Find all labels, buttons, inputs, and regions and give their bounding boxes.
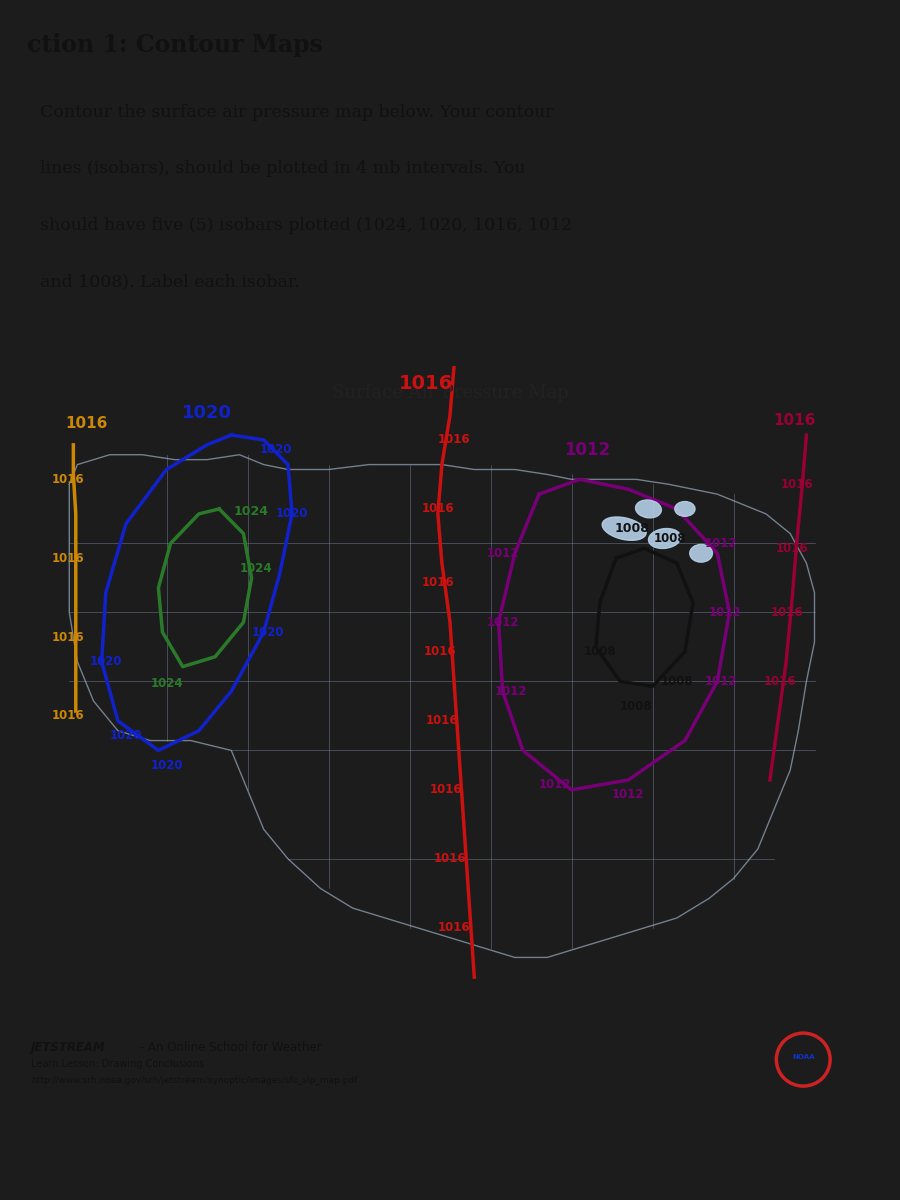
Text: 1008: 1008 [615,522,650,535]
Text: 1012: 1012 [564,440,611,458]
Text: 1016: 1016 [780,478,813,491]
Text: 1020: 1020 [251,625,284,638]
Text: 1020: 1020 [110,730,142,742]
Text: 1008: 1008 [583,646,617,659]
Text: 1016: 1016 [51,630,84,643]
Text: 1024: 1024 [239,562,272,575]
Text: 1016: 1016 [437,433,471,446]
Text: 1024: 1024 [234,505,269,518]
Text: and 1008). Label each isobar.: and 1008). Label each isobar. [40,274,300,290]
Text: 1016: 1016 [65,415,108,431]
Text: 1020: 1020 [259,443,292,456]
Ellipse shape [689,545,713,562]
Text: 1020: 1020 [182,404,232,422]
Text: Contour the surface air pressure map below. Your contour: Contour the surface air pressure map bel… [40,103,554,121]
Text: 1008: 1008 [654,532,687,545]
Text: 1012: 1012 [494,685,527,697]
Text: Surface Air Pressure Map: Surface Air Pressure Map [331,384,569,402]
Text: 1016: 1016 [426,714,458,727]
Text: 1016: 1016 [51,709,84,722]
Ellipse shape [649,528,680,548]
Ellipse shape [602,517,646,540]
Text: 1012: 1012 [612,788,644,802]
Text: 1012: 1012 [705,674,738,688]
Text: 1008: 1008 [620,700,652,713]
Text: 1008: 1008 [661,674,693,688]
Text: 1012: 1012 [486,616,519,629]
Text: lines (isobars), should be plotted in 4 mb intervals. You: lines (isobars), should be plotted in 4 … [40,161,526,178]
Text: 1016: 1016 [399,374,453,394]
Text: 1016: 1016 [434,852,466,865]
Text: 1016: 1016 [421,576,454,589]
Text: 1016: 1016 [51,552,84,565]
Text: 1016: 1016 [774,413,816,427]
Text: 1012: 1012 [486,547,519,559]
Text: ction 1: Contour Maps: ction 1: Contour Maps [27,34,322,58]
Text: - An Online School for Weather: - An Online School for Weather [136,1040,321,1054]
Text: should have five (5) isobars plotted (1024, 1020, 1016, 1012: should have five (5) isobars plotted (10… [40,217,572,234]
Text: http://www.srh.noaa.gov/srh/jetstream/synoptic/images/sfc_slp_map.pdf: http://www.srh.noaa.gov/srh/jetstream/sy… [31,1076,357,1085]
Text: 1020: 1020 [275,508,309,521]
Text: 1012: 1012 [709,606,742,619]
Text: 1024: 1024 [150,677,183,690]
Text: 1020: 1020 [150,758,183,772]
Text: 1016: 1016 [770,606,803,619]
Text: 1016: 1016 [764,674,796,688]
Text: 1012: 1012 [705,536,738,550]
Text: 1016: 1016 [421,503,454,516]
Text: NOAA: NOAA [792,1054,814,1060]
Text: JETSTREAM: JETSTREAM [31,1040,105,1054]
Ellipse shape [675,502,695,516]
Text: 1016: 1016 [776,542,808,554]
Text: Learn Lesson: Drawing Conclusions: Learn Lesson: Drawing Conclusions [31,1058,204,1069]
Text: 1016: 1016 [437,922,471,935]
Text: 1016: 1016 [424,646,456,659]
Ellipse shape [635,500,662,518]
Text: 1016: 1016 [429,784,463,797]
Text: 1020: 1020 [89,655,122,668]
Text: 1012: 1012 [539,779,572,792]
Text: 1016: 1016 [51,473,84,486]
